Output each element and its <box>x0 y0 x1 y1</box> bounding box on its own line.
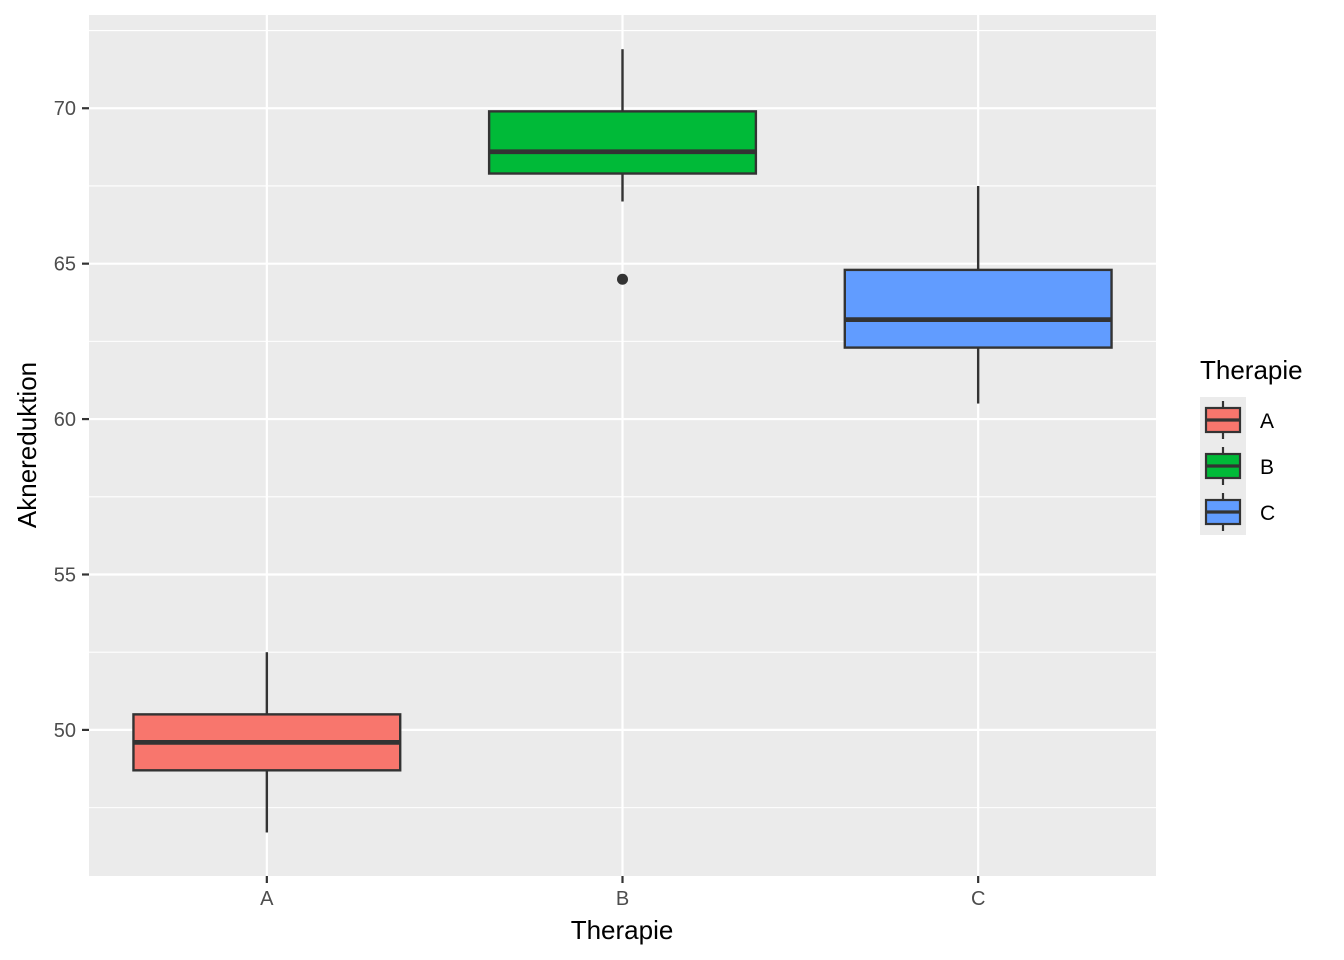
x-axis: A B C <box>260 876 985 910</box>
x-axis-title: Therapie <box>571 915 674 945</box>
y-tick-label: 60 <box>54 409 76 431</box>
legend-item-c: C <box>1200 489 1275 535</box>
legend-item-a: A <box>1200 397 1274 443</box>
y-tick-label: 70 <box>54 98 76 120</box>
box-a <box>132 652 402 833</box>
legend-item-b: B <box>1200 443 1274 489</box>
legend: Therapie ABC <box>1200 355 1303 535</box>
y-axis-title: Aknereduktion <box>12 362 42 528</box>
y-tick-label: 55 <box>54 564 76 586</box>
y-tick-label: 50 <box>54 720 76 742</box>
legend-title: Therapie <box>1200 355 1303 385</box>
outlier-point <box>617 273 628 285</box>
x-tick-label: C <box>971 888 985 910</box>
legend-label: B <box>1260 456 1274 479</box>
box-body <box>487 110 758 175</box>
x-tick-label: B <box>616 888 629 910</box>
legend-label: A <box>1260 410 1274 433</box>
boxes <box>132 49 1113 833</box>
x-tick-label: A <box>260 888 274 910</box>
legend-label: C <box>1260 502 1275 525</box>
box-body <box>843 268 1113 349</box>
box-b <box>487 49 758 285</box>
box-c <box>843 185 1113 404</box>
y-axis: 50 55 60 65 70 <box>54 98 89 742</box>
legend-keys: ABC <box>1200 397 1275 535</box>
y-tick-label: 65 <box>54 254 76 276</box>
